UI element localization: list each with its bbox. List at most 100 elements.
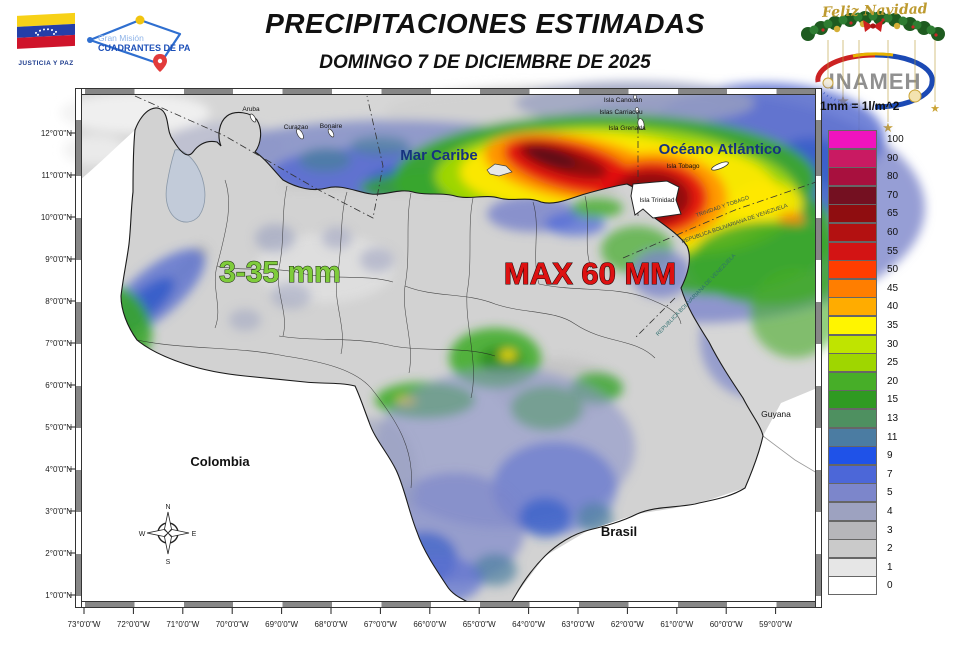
legend-swatch	[828, 204, 877, 224]
legend-value: 40	[887, 301, 899, 313]
lon-tick-label: 60°0'0"W	[709, 620, 743, 629]
inameh-ellipse: INAMEH	[815, 52, 935, 110]
legend-value: 35	[887, 320, 899, 331]
legend-swatch	[828, 334, 877, 354]
lon-tick-label: 59°0'0"W	[759, 620, 793, 629]
maritime-boundaries	[134, 95, 823, 339]
lon-tick-label: 66°0'0"W	[413, 620, 447, 629]
oceano-atlantico-label: Océano Atlántico	[659, 141, 782, 158]
lon-tick-label: 62°0'0"W	[610, 620, 644, 629]
legend-value: 30	[887, 338, 899, 350]
lon-tick-label: 70°0'0"W	[215, 620, 249, 629]
legend-entry: 80	[828, 167, 899, 187]
lat-tick-label: 7°0'0"N	[45, 339, 72, 348]
legend-entry: 15	[828, 390, 899, 410]
legend-value: 20	[887, 375, 899, 387]
venezuela-flag	[17, 12, 75, 49]
lon-tick-label: 71°0'0"W	[166, 620, 200, 629]
trinidad-island	[630, 180, 682, 219]
map-frame-left	[75, 88, 82, 608]
legend-value: 50	[887, 264, 899, 276]
legend-swatch	[828, 148, 877, 168]
legend-value: 80	[887, 171, 899, 183]
legend-swatch	[828, 278, 877, 298]
legend-swatch	[828, 223, 877, 242]
map-frame-bottom	[75, 601, 822, 608]
legend-value: 25	[887, 357, 899, 369]
islands	[249, 94, 729, 219]
legend-entry: 50	[828, 260, 899, 280]
curazao-label: Curazao	[284, 124, 309, 131]
compass-rose: N S E W	[139, 504, 197, 566]
logo-blue-node	[87, 37, 93, 43]
legend-entry: 25	[828, 353, 899, 373]
legend-entry: 0	[828, 576, 893, 596]
lat-tick-label: 5°0'0"N	[45, 423, 72, 432]
legend-value: 45	[887, 282, 899, 294]
colombia-region	[75, 130, 477, 608]
flag-stars	[35, 28, 57, 36]
tobago-island	[711, 161, 729, 171]
lat-tick-label: 8°0'0"N	[45, 297, 72, 306]
lat-tick-label: 10°0'0"N	[40, 213, 72, 222]
trinidad-label: Isla Trinidad	[639, 197, 674, 204]
legend-swatch	[828, 297, 877, 317]
legend-swatch	[828, 576, 877, 596]
brasil-guyana-region	[509, 386, 822, 608]
legend-value: 90	[887, 152, 899, 164]
compass-e: E	[192, 531, 197, 538]
brasil-guyana-border	[762, 435, 823, 477]
legend-entry: 40	[828, 297, 899, 317]
flag-caption: JUSTICIA Y PAZ	[18, 60, 74, 67]
map-frame-top	[75, 88, 822, 95]
legend-swatch	[828, 520, 877, 540]
legend-swatch	[828, 464, 877, 484]
legend-value: 1	[887, 561, 893, 573]
legend-swatch	[828, 427, 877, 447]
legend-entry: 45	[828, 278, 899, 298]
compass-n: N	[165, 504, 170, 511]
legend-value: 100	[887, 134, 904, 145]
lat-tick-label: 2°0'0"N	[45, 549, 72, 558]
legend-swatch	[828, 167, 877, 187]
lon-tick-label: 73°0'0"W	[67, 620, 101, 629]
legend-swatch	[828, 241, 877, 261]
legend-swatch	[828, 539, 877, 559]
hanging-balls	[822, 77, 922, 103]
legend-value: 15	[887, 394, 899, 406]
legend-entry: 5	[828, 483, 893, 503]
canouan-label: Isla Canouan	[604, 97, 643, 104]
legend-value: 0	[887, 580, 893, 592]
legend-entry: 4	[828, 502, 893, 521]
legend-entry: 70	[828, 185, 898, 205]
legend-value: 60	[887, 227, 899, 238]
svg-text:★: ★	[882, 120, 894, 135]
legend-value: 55	[887, 245, 899, 257]
christmas-garland	[801, 11, 945, 41]
legend-value: 11	[887, 431, 898, 443]
greeting-text: Feliz Navidad	[821, 1, 928, 21]
legend-value: 2	[887, 543, 893, 555]
tobago-label: Isla Tobago	[666, 163, 700, 170]
legend-swatch	[828, 371, 877, 391]
carriacou-label: Islas Carriacou	[599, 109, 643, 116]
lon-tick-label: 64°0'0"W	[512, 620, 546, 629]
aruba-island	[249, 113, 257, 123]
compass-s: S	[166, 559, 171, 566]
grenada-label: Isla Grenada	[608, 125, 646, 132]
lon-tick-label: 61°0'0"W	[660, 620, 694, 629]
legend-entry: 2	[828, 539, 893, 559]
legend-swatch	[828, 185, 877, 205]
page-title: PRECIPITACIONES ESTIMADAS	[265, 8, 705, 39]
lon-tick-label: 72°0'0"W	[116, 620, 150, 629]
lon-tick-label: 67°0'0"W	[363, 620, 397, 629]
legend-value: 13	[887, 413, 899, 424]
mission-name-line2: CUADRANTES DE PAZ	[98, 43, 190, 53]
logo-yellow-node	[135, 15, 145, 25]
legend-value: 65	[887, 208, 899, 220]
colombia-label: Colombia	[190, 454, 250, 469]
max-annotation: MAX 60 MM	[504, 256, 676, 291]
legend-swatch	[828, 353, 877, 373]
legend-value: 5	[887, 487, 893, 499]
